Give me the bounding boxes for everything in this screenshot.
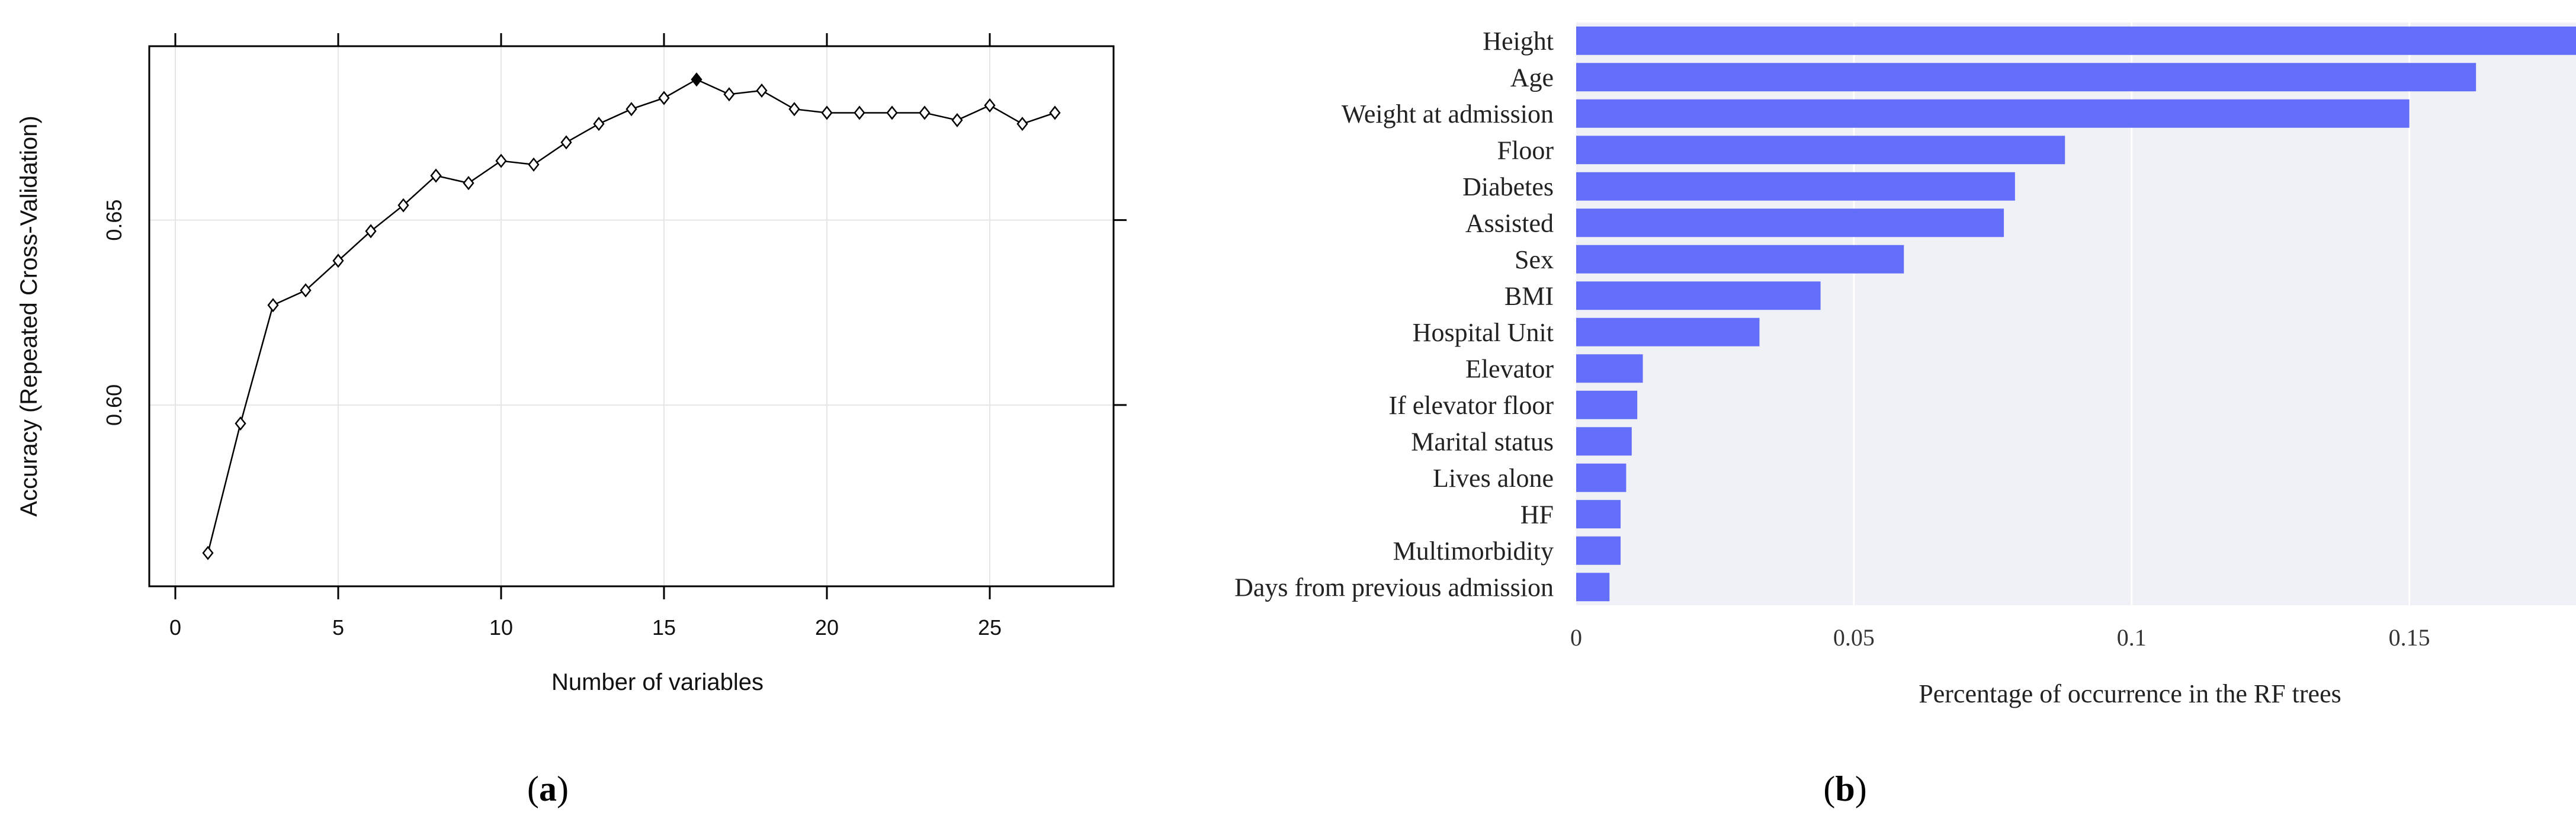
b-bar — [1576, 463, 1627, 492]
a-data-point — [788, 102, 800, 117]
b-bar — [1576, 317, 1760, 346]
b-caption-close: ) — [1855, 769, 1867, 808]
b-bar — [1576, 136, 2065, 165]
b-category-label: BMI — [1504, 281, 1554, 310]
a-data-point — [1016, 117, 1028, 131]
b-category-label: Weight at admission — [1342, 99, 1554, 129]
a-data-point — [919, 105, 931, 120]
b-bar — [1576, 99, 2410, 128]
b-bars — [1576, 26, 2576, 602]
a-caption-letter: a — [539, 769, 557, 808]
a-data-point — [886, 105, 898, 120]
a-x-axis-label: Number of variables — [551, 669, 764, 695]
a-data-point — [267, 298, 279, 313]
a-data-point — [202, 545, 214, 560]
b-x-tick-label: 0.15 — [2389, 624, 2430, 651]
panel-b-importance-chart: Height Age Weight at admission Floor Diabete… — [1234, 23, 2576, 808]
a-gridlines — [149, 46, 1114, 586]
b-x-tick-label: 0 — [1570, 624, 1582, 651]
a-series — [202, 72, 1061, 560]
b-category-label: Sex — [1515, 245, 1554, 274]
b-bar — [1576, 536, 1621, 565]
a-data-point — [528, 157, 540, 172]
a-x-tick-label: 15 — [652, 615, 676, 640]
a-data-point — [593, 117, 605, 131]
b-bar — [1576, 573, 1610, 602]
panel-a-accuracy-chart: 0 5 10 15 20 25 0.60 0.65 Number of variables A… — [16, 33, 1127, 808]
b-x-axis-label: Percentage of occurrence in the RF trees — [1919, 679, 2341, 708]
a-data-point — [854, 105, 865, 120]
a-data-point — [625, 102, 637, 117]
a-caption-close: ) — [557, 769, 569, 808]
a-x-tick-label: 0 — [169, 615, 181, 640]
a-data-point-selected — [691, 72, 702, 87]
a-data-point — [984, 98, 996, 113]
a-series-line — [207, 78, 1056, 554]
a-data-point — [1049, 105, 1061, 120]
a-y-tick-label: 0.60 — [102, 384, 126, 426]
b-bar — [1576, 500, 1621, 529]
a-x-tick-label: 20 — [815, 615, 839, 640]
a-data-point — [951, 113, 963, 127]
a-data-point — [495, 153, 507, 168]
b-category-label: Floor — [1497, 136, 1554, 165]
a-data-point — [300, 283, 312, 298]
a-caption: (a) — [527, 769, 569, 808]
b-bar — [1576, 172, 2015, 201]
a-plot-frame — [148, 45, 1115, 587]
b-category-label: Multimorbidity — [1393, 537, 1554, 566]
b-bar — [1576, 208, 2004, 237]
b-bar — [1576, 354, 1643, 383]
a-data-point — [332, 253, 344, 268]
a-y-axis-label: Accuracy (Repeated Cross-Validation) — [16, 115, 42, 516]
b-category-label: Age — [1510, 63, 1554, 92]
b-bar — [1576, 390, 1638, 419]
b-category-label: If elevator floor — [1388, 391, 1554, 420]
b-caption-open: ( — [1823, 769, 1835, 808]
b-category-label: Diabetes — [1462, 172, 1554, 201]
a-x-tick-label: 5 — [332, 615, 344, 640]
a-x-tick-label: 25 — [978, 615, 1002, 640]
b-category-label: Lives alone — [1433, 464, 1554, 493]
a-data-point — [723, 87, 735, 102]
b-bar — [1576, 245, 1904, 274]
b-category-label: Days from previous admission — [1234, 573, 1554, 602]
b-bar — [1576, 427, 1632, 456]
b-category-label: Hospital Unit — [1413, 318, 1554, 347]
b-x-tick-label: 0.1 — [2117, 624, 2147, 651]
b-tick-labels: 0 0.05 0.1 0.15 — [1570, 624, 2430, 651]
a-y-tick-label: 0.65 — [102, 200, 126, 241]
b-category-labels: Height Age Weight at admission Floor Diabete… — [1234, 27, 1554, 602]
b-category-label: Height — [1483, 27, 1554, 56]
a-data-point — [463, 176, 474, 191]
b-category-label: Assisted — [1465, 208, 1554, 237]
b-caption: (b) — [1823, 769, 1866, 808]
a-data-point — [658, 91, 670, 105]
a-data-point — [821, 105, 833, 120]
b-bar — [1576, 63, 2476, 92]
a-x-tick-label: 10 — [489, 615, 513, 640]
b-x-tick-label: 0.05 — [1833, 624, 1875, 651]
a-data-point — [560, 135, 572, 150]
b-caption-letter: b — [1835, 769, 1855, 808]
a-ticks: 0 5 10 15 20 25 0.60 0.65 — [102, 33, 1127, 640]
b-category-label: Marital status — [1411, 427, 1554, 456]
b-category-label: HF — [1520, 500, 1554, 529]
b-category-label: Elevator — [1465, 354, 1554, 383]
a-data-point — [365, 224, 377, 239]
a-data-point — [430, 168, 442, 183]
b-bar — [1576, 281, 1821, 310]
a-data-point — [235, 416, 246, 431]
b-bar — [1576, 26, 2576, 55]
a-data-point — [756, 83, 768, 98]
a-data-point — [397, 198, 409, 213]
a-caption-open: ( — [527, 769, 539, 808]
